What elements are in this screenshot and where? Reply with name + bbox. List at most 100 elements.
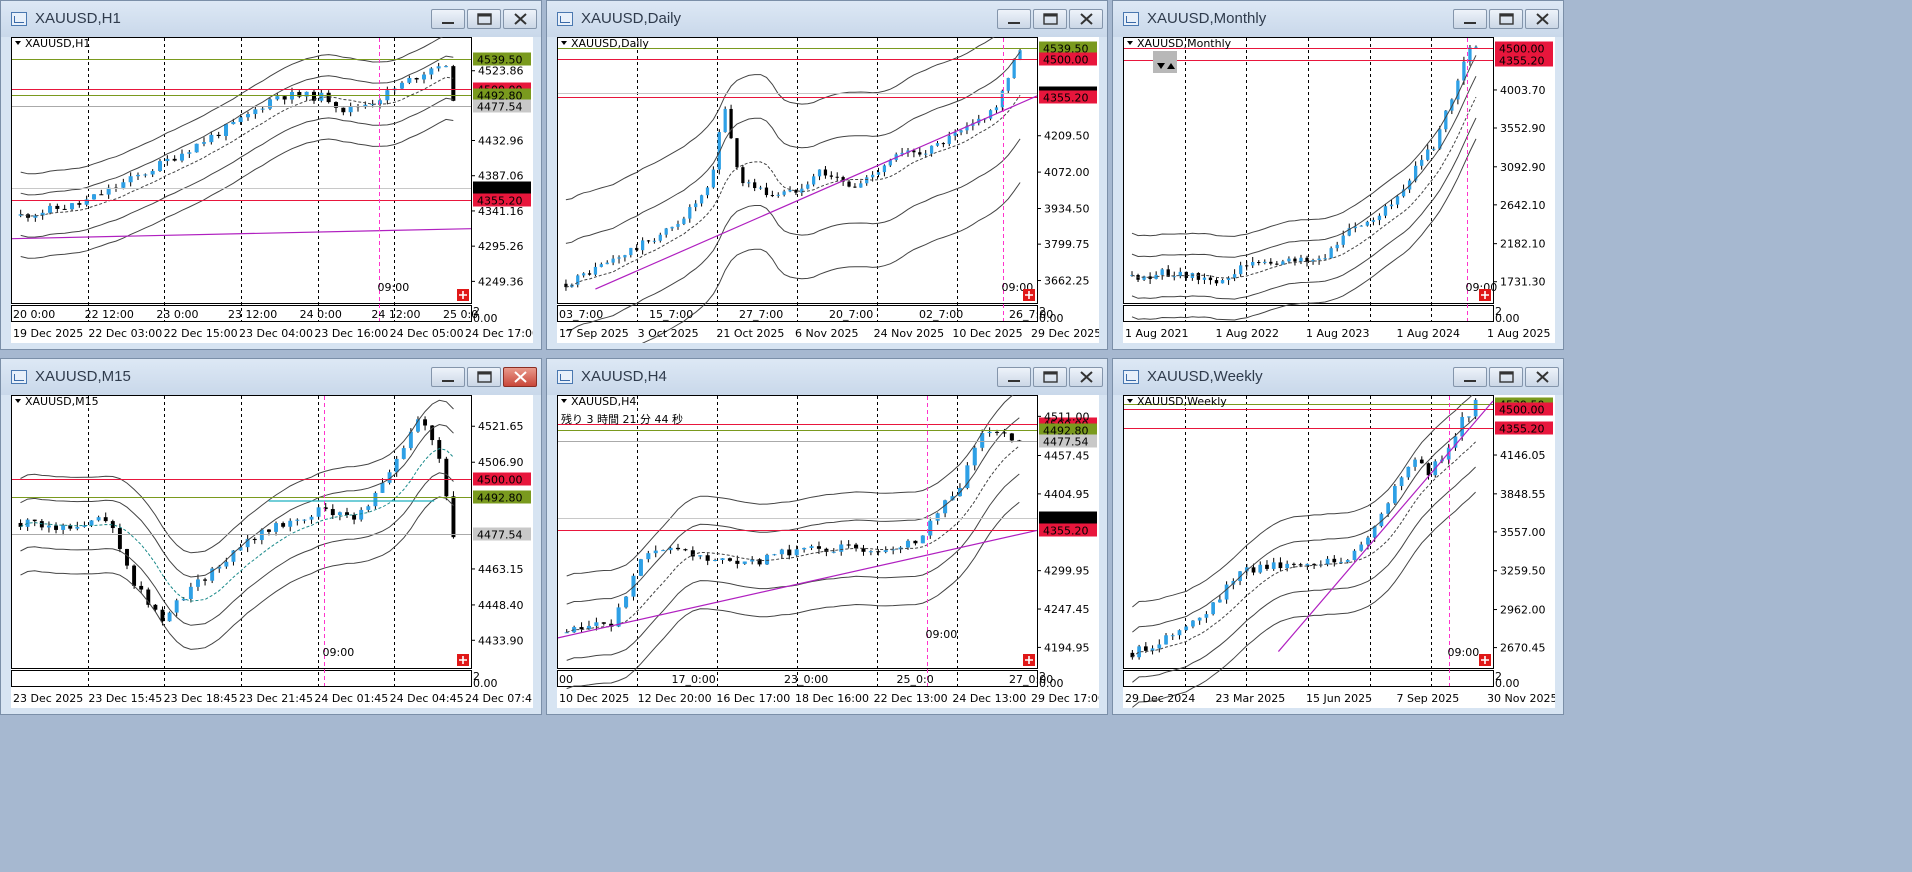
candle-bull: [870, 174, 875, 178]
maximize-button[interactable]: [1489, 367, 1523, 387]
add-indicator-button[interactable]: [457, 289, 469, 301]
chart-window-h4[interactable]: XAUUSD,H44500.004492.804477.544371.46435…: [546, 358, 1108, 715]
price-chart[interactable]: 4500.00 4492.80 4477.54 09:00 4521.65 4506.90…: [11, 395, 533, 708]
chart-window-m15[interactable]: XAUUSD,M15 4500.00 4492.80 4477.54 09:00 4521…: [0, 358, 542, 715]
close-button[interactable]: [1525, 9, 1559, 29]
candle-bull: [616, 607, 621, 627]
candle-bear: [146, 589, 151, 605]
window-titlebar[interactable]: XAUUSD,Weekly: [1113, 359, 1563, 395]
trendline[interactable]: [595, 95, 1038, 290]
chart-menu-arrow-icon[interactable]: [561, 41, 567, 45]
price-label-text: 4500.00: [1499, 404, 1545, 417]
price-chart[interactable]: 4539.504500.004355.2009:004146.053848.55…: [1123, 395, 1555, 708]
add-indicator-button[interactable]: [1479, 654, 1491, 666]
chart-canvas[interactable]: 4539.504500.004371.464355.2009:004209.50…: [557, 37, 1099, 343]
window-titlebar[interactable]: XAUUSD,Monthly: [1113, 1, 1563, 37]
minimize-button[interactable]: [997, 367, 1031, 387]
candle-bull: [605, 262, 609, 265]
maximize-button[interactable]: [467, 9, 501, 29]
price-axis-tick: 4404.95: [1044, 488, 1090, 501]
candle-bull: [950, 496, 955, 501]
minimize-button[interactable]: [997, 9, 1031, 29]
price-axis-tick: 4521.65: [478, 420, 524, 433]
time-axis-label: 21 Oct 2025: [716, 327, 784, 340]
candle-bull: [924, 153, 928, 155]
chart-canvas[interactable]: 4539.504500.004492.804477.544371.464355.…: [11, 37, 533, 343]
candle-bull: [772, 554, 777, 556]
candle-bull: [217, 566, 222, 569]
price-axis-tick: 3799.75: [1044, 238, 1090, 251]
subwindow-axis-min: 0.00: [473, 312, 498, 325]
close-button[interactable]: [503, 367, 537, 387]
close-button[interactable]: [1525, 367, 1559, 387]
price-axis: 4003.70 3552.90 3092.90 2642.10 2182.10 1731.…: [1493, 84, 1546, 289]
price-axis-tick: 4146.05: [1500, 449, 1546, 462]
candle-bull: [1184, 626, 1189, 631]
maximize-button[interactable]: [467, 367, 501, 387]
candle-bear: [1017, 440, 1022, 442]
chart-menu-arrow-icon[interactable]: [561, 399, 567, 403]
price-chart[interactable]: 4539.504500.004371.464355.2009:004209.50…: [557, 37, 1099, 343]
minimize-button[interactable]: [431, 367, 465, 387]
chart-canvas[interactable]: 4500.004355.2009:004003.703552.903092.90…: [1123, 37, 1555, 343]
close-button[interactable]: [503, 9, 537, 29]
window-titlebar[interactable]: XAUUSD,Daily: [547, 1, 1107, 37]
subwindow-axis-min: 0.00: [473, 677, 498, 690]
chart-menu-arrow-icon[interactable]: [1127, 41, 1133, 45]
minimize-button[interactable]: [1453, 367, 1487, 387]
window-titlebar[interactable]: XAUUSD,H1: [1, 1, 541, 37]
price-axis-tick: 2642.10: [1500, 199, 1546, 212]
chart-window-daily[interactable]: XAUUSD,Daily4539.504500.004371.464355.20…: [546, 0, 1108, 350]
chart-window-h1[interactable]: XAUUSD,H14539.504500.004492.804477.54437…: [0, 0, 542, 350]
chart-window-monthly[interactable]: XAUUSD,Monthly 4500.00 4355.20 09:00 4003.70…: [1112, 0, 1564, 350]
maximize-icon: [1043, 13, 1058, 25]
chart-canvas[interactable]: 4500.004492.804477.544371.464355.2009:00…: [557, 395, 1099, 708]
price-axis-tick: 2962.00: [1500, 604, 1546, 617]
candle-bull: [670, 226, 674, 229]
time-axis-label: 1 Aug 2023: [1306, 327, 1369, 340]
minimize-button[interactable]: [1453, 9, 1487, 29]
close-button[interactable]: [1069, 367, 1103, 387]
window-titlebar[interactable]: XAUUSD,H4: [547, 359, 1107, 395]
candle-bull: [224, 561, 229, 567]
price-chart[interactable]: 4539.504500.004492.804477.544371.464355.…: [11, 37, 533, 343]
trendline[interactable]: [1277, 400, 1494, 652]
subwindow-axis-max: 2: [473, 305, 480, 318]
chart-menu-arrow-icon[interactable]: [15, 41, 21, 45]
add-indicator-button[interactable]: [1479, 289, 1491, 301]
candle-bull: [210, 568, 215, 581]
candle-bull: [387, 472, 392, 483]
upper-time-label: 24 12:00: [371, 308, 420, 321]
candle-bull: [337, 512, 342, 516]
candle-bull: [1220, 280, 1225, 284]
chart-menu-arrow-icon[interactable]: [15, 399, 21, 403]
price-label-text: 4492.80: [477, 90, 523, 103]
candle-bull: [1468, 47, 1472, 62]
price-chart[interactable]: 4500.00 4355.20 09:00 4003.70 3552.90 3092.90…: [1123, 37, 1555, 343]
arrow-down-icon[interactable]: [1157, 63, 1165, 69]
chart-menu-arrow-icon[interactable]: [1127, 399, 1133, 403]
chart-canvas[interactable]: 4539.504500.004355.2009:004146.053848.55…: [1123, 395, 1555, 708]
close-button[interactable]: [1069, 9, 1103, 29]
trendline[interactable]: [557, 529, 1038, 639]
candle-bear: [345, 512, 349, 516]
arrow-up-icon[interactable]: [1167, 63, 1175, 69]
chart-canvas[interactable]: 4500.00 4492.80 4477.54 09:00 4521.65 4506.90…: [11, 395, 533, 708]
time-axis-label: 29 Dec 17:00: [1031, 692, 1099, 705]
maximize-button[interactable]: [1033, 367, 1067, 387]
add-indicator-button[interactable]: [1023, 654, 1035, 666]
scroll-arrows[interactable]: [1153, 51, 1177, 73]
candle-bear: [753, 182, 757, 189]
minimize-button[interactable]: [431, 9, 465, 29]
window-titlebar[interactable]: XAUUSD,M15: [1, 359, 541, 395]
maximize-button[interactable]: [1489, 9, 1523, 29]
upper-time-label: 17_0:00: [672, 673, 716, 686]
add-indicator-button[interactable]: [1023, 289, 1035, 301]
trendline[interactable]: [11, 228, 472, 240]
price-chart[interactable]: 4500.004492.804477.544371.464355.2009:00…: [557, 395, 1099, 708]
chart-window-weekly[interactable]: XAUUSD,Weekly4539.504500.004355.2009:004…: [1112, 358, 1564, 715]
candle-bull: [947, 135, 951, 144]
add-indicator-button[interactable]: [457, 654, 469, 666]
maximize-button[interactable]: [1033, 9, 1067, 29]
candle-bull: [302, 519, 307, 521]
